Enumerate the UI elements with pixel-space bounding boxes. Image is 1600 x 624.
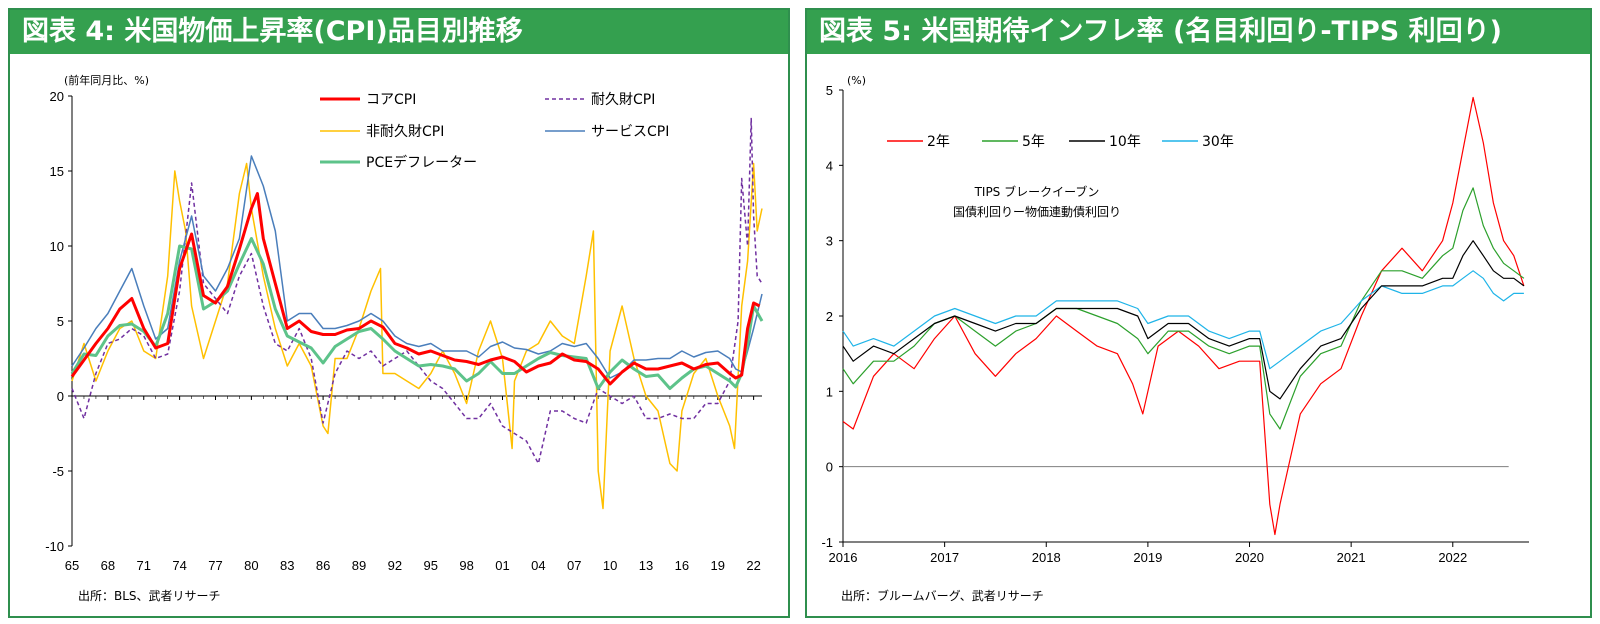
legend-label-4: PCEデフレーター (366, 154, 477, 171)
series-line-2 (842, 240, 1525, 400)
x-tick-label: 10 (603, 558, 617, 573)
x-tick-label: 13 (639, 558, 653, 573)
x-tick-label: 2020 (1235, 550, 1264, 565)
x-tick-label: 86 (316, 558, 330, 573)
legend-label-1: 耐久財CPI (591, 92, 655, 108)
series-line-4 (70, 237, 764, 390)
x-tick-label: 89 (352, 558, 366, 573)
x-tick-label: 92 (388, 558, 402, 573)
chart-panel-breakeven: 図表 5: 米国期待インフレ率 (名目利回り-TIPS 利回り) 5 4 3 2 1 0 -… (805, 8, 1592, 618)
series-line-0 (842, 96, 1525, 536)
x-tick-label: 95 (424, 558, 438, 573)
x-tick-label: 2019 (1133, 550, 1162, 565)
series-line-1 (71, 117, 763, 465)
source-note: 出所：BLS、武者リサーチ (78, 589, 221, 603)
series-line-3 (71, 155, 763, 379)
y-tick-label: 5 (826, 83, 833, 98)
y-tick-label: 10 (50, 239, 64, 254)
series-line-3 (842, 270, 1524, 370)
y-tick-label: -10 (45, 539, 64, 554)
y-tick-label: 0 (57, 389, 64, 404)
y-tick-label: 20 (50, 89, 64, 104)
legend-label-3: 30年 (1202, 134, 1234, 150)
x-tick-label: 80 (244, 558, 258, 573)
x-tick-label: 22 (746, 558, 760, 573)
x-tick-label: 83 (280, 558, 294, 573)
y-tick-label: 4 (826, 158, 833, 173)
y-axis-unit: (%) (847, 74, 866, 87)
x-tick-label: 68 (101, 558, 115, 573)
y-tick-label: 3 (826, 234, 833, 249)
x-tick-label: 98 (459, 558, 473, 573)
y-axis-unit: (前年同月比、%) (64, 73, 149, 87)
annotation-text: 国債利回りー物価連動債利回り (953, 204, 1121, 219)
legend-label-0: コアCPI (366, 92, 416, 108)
series-line-2 (71, 162, 763, 510)
y-tick-label: 0 (826, 460, 833, 475)
annotation-text: TIPS ブレークイーブン (974, 184, 1100, 199)
x-tick-label: 2022 (1438, 550, 1467, 565)
series-line-1 (842, 187, 1525, 430)
x-tick-label: 2016 (829, 550, 858, 565)
x-tick-label: 77 (208, 558, 222, 573)
x-tick-label: 65 (65, 558, 79, 573)
x-tick-label: 19 (711, 558, 725, 573)
x-tick-label: 2018 (1032, 550, 1061, 565)
x-tick-label: 04 (531, 558, 545, 573)
x-tick-label: 74 (172, 558, 186, 573)
legend-label-3: サービスCPI (591, 124, 669, 140)
x-tick-label: 01 (495, 558, 509, 573)
y-tick-label: -5 (52, 464, 64, 479)
y-tick-label: -1 (821, 535, 833, 550)
chart-title-breakeven: 図表 5: 米国期待インフレ率 (名目利回り-TIPS 利回り) (807, 10, 1590, 54)
y-tick-label: 1 (826, 384, 833, 399)
x-tick-label: 07 (567, 558, 581, 573)
series-line-0 (70, 192, 761, 386)
source-note: 出所：ブルームバーグ、武者リサーチ (841, 588, 1044, 603)
legend-label-1: 5年 (1022, 134, 1045, 150)
y-tick-label: 5 (57, 314, 64, 329)
y-tick-label: 2 (826, 309, 833, 324)
x-tick-label: 2021 (1337, 550, 1366, 565)
y-tick-label: 15 (50, 164, 64, 179)
x-tick-label: 2017 (930, 550, 959, 565)
chart-title-cpi: 図表 4: 米国物価上昇率(CPI)品目別推移 (10, 10, 788, 54)
x-tick-label: 71 (137, 558, 151, 573)
chart-panel-cpi: 図表 4: 米国物価上昇率(CPI)品目別推移 20 15 10 5 0 -5 -10 65 6… (8, 8, 790, 618)
legend-label-2: 10年 (1109, 134, 1141, 150)
legend-label-0: 2年 (927, 134, 950, 150)
x-tick-label: 16 (675, 558, 689, 573)
legend-label-2: 非耐久財CPI (366, 124, 444, 140)
